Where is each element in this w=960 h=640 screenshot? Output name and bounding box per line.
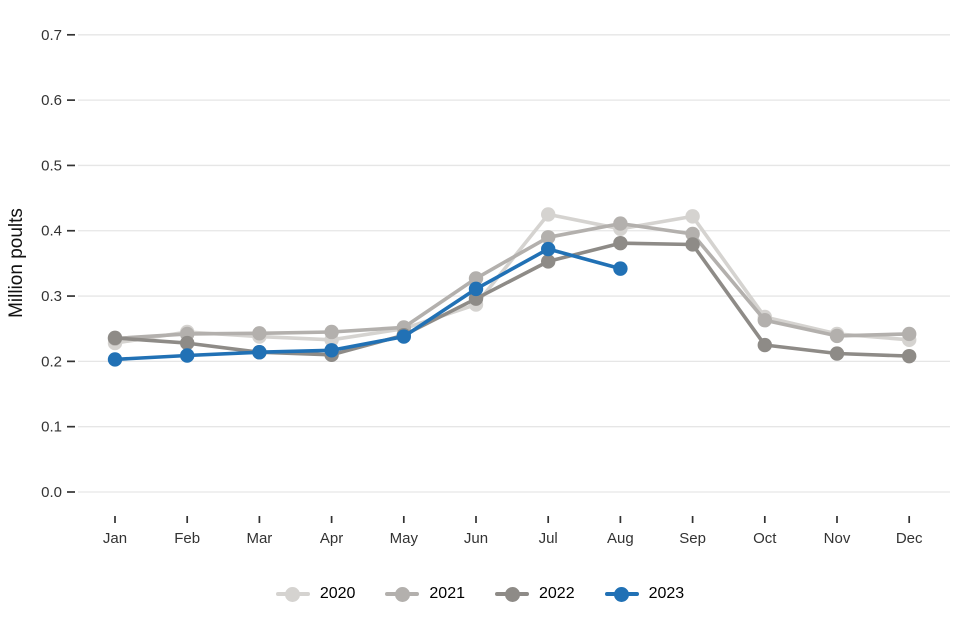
x-axis-ticks: Jan Feb Mar Apr May Jun Jul Aug Sep Oct Nov Dec [103, 516, 923, 547]
legend-dot-swatch [614, 586, 630, 602]
legend: 2020 2021 2022 2023 [0, 585, 960, 603]
legend-dot-swatch [504, 586, 520, 602]
data-point-2022 [902, 348, 917, 364]
x-tick-label: Jun [464, 530, 488, 547]
x-tick-label: Nov [824, 530, 851, 547]
x-tick-label: May [390, 530, 419, 547]
y-tick-label: 0.5 [41, 157, 62, 174]
data-point-2023 [180, 348, 195, 363]
legend-marker-icon [275, 586, 310, 602]
data-point-2023 [541, 241, 556, 257]
data-point-2023 [324, 343, 339, 358]
legend-marker-icon [385, 586, 420, 602]
data-point-2023 [613, 261, 628, 276]
data-point-2020 [541, 207, 556, 222]
data-point-2022 [541, 254, 556, 269]
data-point-2022 [107, 330, 123, 346]
x-tick-label: Jul [539, 530, 558, 547]
y-tick-label: 0.6 [41, 92, 62, 109]
data-point-2023 [107, 352, 123, 367]
legend-dot-swatch [394, 586, 410, 602]
x-tick-label: Dec [896, 530, 923, 547]
legend-label: 2020 [319, 585, 356, 602]
legend-item-2023: 2023 [604, 585, 685, 603]
legend-label: 2022 [539, 585, 575, 602]
legend-item-2021: 2021 [385, 585, 465, 603]
legend-label: 2023 [648, 585, 685, 602]
data-point-2021 [829, 328, 845, 344]
y-tick-label: 0.7 [41, 27, 62, 44]
legend-dot-swatch [285, 586, 301, 602]
data-point-2022 [757, 337, 772, 353]
legend-marker-icon [604, 586, 639, 602]
data-point-2022 [829, 346, 845, 361]
data-point-2020 [685, 209, 700, 224]
y-tick-label: 0.1 [41, 419, 62, 436]
x-tick-label: Aug [607, 530, 634, 547]
series-layer [107, 207, 917, 367]
x-tick-label: Oct [753, 530, 777, 547]
x-tick-label: Apr [320, 530, 343, 547]
series-line-2022 [114, 241, 910, 358]
x-tick-label: Sep [679, 530, 706, 547]
series-line-2021 [114, 221, 910, 341]
data-point-2021 [613, 216, 628, 231]
data-point-2023 [468, 281, 484, 297]
data-point-2021 [685, 226, 700, 242]
y-tick-label: 0.4 [41, 223, 62, 240]
series-2022 [107, 235, 917, 364]
y-axis-title: Million poults [6, 208, 27, 318]
series-2023 [107, 241, 628, 367]
data-point-2021 [902, 326, 917, 342]
data-point-2022 [613, 235, 628, 251]
data-point-2021 [757, 313, 772, 328]
legend-marker-icon [495, 586, 529, 602]
x-tick-label: Feb [174, 530, 200, 547]
data-point-2022 [685, 237, 700, 252]
data-point-2021 [252, 326, 267, 341]
data-point-2023 [252, 345, 267, 360]
legend-label: 2021 [429, 585, 465, 602]
y-axis-ticks: 0.0 0.1 0.2 0.3 0.4 0.5 0.6 0.7 [41, 27, 75, 501]
data-point-2023 [396, 329, 411, 344]
data-point-2021 [541, 230, 556, 245]
y-tick-label: 0.3 [41, 288, 62, 305]
legend-item-2020: 2020 [275, 585, 356, 603]
x-tick-label: Mar [246, 530, 272, 547]
data-point-2021 [324, 324, 339, 340]
data-point-2021 [468, 271, 484, 286]
data-point-2022 [180, 335, 195, 351]
series-line-2023 [114, 247, 621, 362]
y-tick-label: 0.0 [41, 484, 62, 501]
legend-item-2022: 2022 [495, 585, 575, 603]
y-tick-label: 0.2 [41, 353, 62, 370]
gridlines [78, 34, 950, 493]
x-tick-label: Jan [103, 530, 127, 547]
